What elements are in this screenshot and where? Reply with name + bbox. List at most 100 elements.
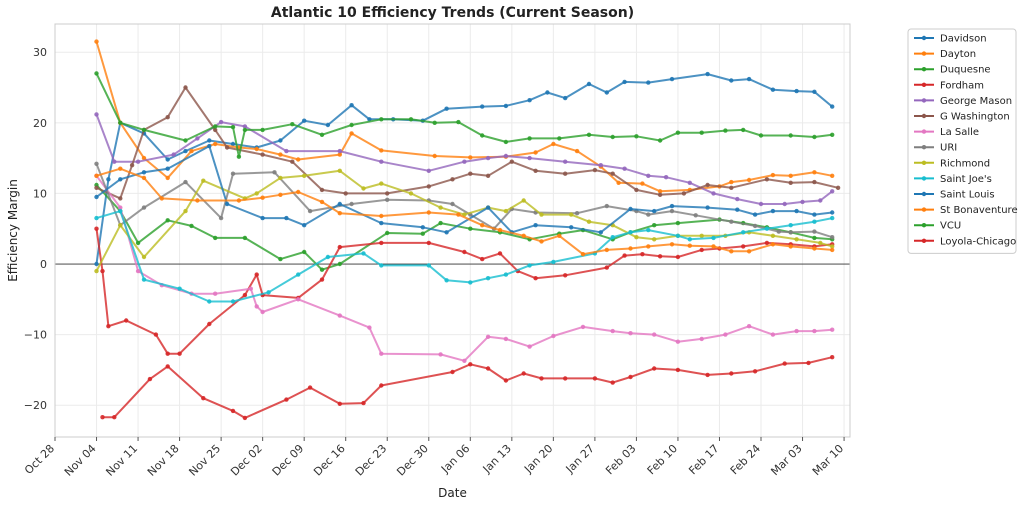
data-point: [242, 127, 248, 133]
data-point: [681, 191, 687, 196]
series-line: [96, 210, 833, 303]
data-point: [794, 208, 799, 214]
legend-item: Davidson: [914, 34, 987, 45]
legend-label: George Mason: [940, 96, 1012, 107]
legend-item: Saint Joe's: [914, 174, 992, 185]
series-layer: [94, 39, 841, 421]
data-point: [551, 259, 556, 265]
data-point: [438, 352, 443, 357]
data-point: [379, 117, 384, 122]
data-point: [646, 244, 651, 249]
data-point: [456, 119, 461, 125]
data-point: [503, 272, 509, 277]
data-point: [272, 170, 277, 175]
data-point: [165, 364, 170, 369]
data-point: [118, 208, 123, 214]
data-point: [569, 212, 574, 217]
data-point: [533, 168, 538, 173]
data-point: [622, 79, 627, 85]
data-point: [141, 254, 147, 260]
data-point: [124, 318, 129, 323]
legend-marker: [921, 176, 927, 181]
data-point: [527, 263, 532, 268]
data-point: [337, 168, 342, 173]
data-point: [646, 212, 651, 217]
data-point: [195, 198, 200, 203]
series-line: [95, 73, 833, 265]
data-point: [830, 215, 835, 221]
data-point: [770, 332, 776, 337]
series-line: [95, 228, 833, 355]
data-point: [337, 211, 342, 216]
legend-marker: [921, 160, 927, 165]
data-point: [213, 141, 218, 147]
data-point: [830, 132, 835, 137]
data-point: [438, 205, 443, 210]
data-point: [450, 201, 455, 207]
data-point: [248, 286, 253, 291]
data-point: [503, 378, 509, 383]
data-point: [521, 198, 526, 203]
data-point: [100, 268, 105, 274]
data-point: [812, 229, 817, 234]
data-point: [800, 199, 805, 205]
data-point: [485, 205, 491, 210]
data-point: [699, 130, 704, 135]
legend-marker: [921, 129, 927, 134]
data-point: [539, 212, 544, 217]
data-point: [818, 198, 823, 203]
data-point: [230, 124, 236, 130]
data-point: [94, 185, 99, 190]
data-point: [563, 273, 568, 278]
data-point: [426, 263, 431, 268]
data-point: [284, 148, 289, 154]
data-point: [557, 136, 562, 141]
y-tick-label: 10: [33, 187, 47, 200]
data-point: [705, 372, 710, 378]
data-point: [539, 239, 544, 244]
data-point: [147, 376, 153, 382]
data-point: [224, 201, 230, 207]
legend-label: Dayton: [940, 49, 976, 60]
data-point: [302, 249, 307, 255]
data-point: [141, 277, 147, 282]
data-point: [112, 159, 117, 164]
data-point: [580, 324, 586, 330]
data-point: [830, 327, 835, 332]
legend-label: Saint Louis: [940, 190, 995, 201]
data-point: [830, 235, 835, 240]
data-point: [337, 244, 342, 250]
data-point: [278, 192, 283, 197]
data-point: [159, 196, 164, 201]
data-point: [687, 180, 692, 185]
data-point: [260, 127, 265, 133]
data-point: [830, 104, 835, 109]
data-point: [296, 297, 301, 302]
data-point: [480, 256, 485, 262]
data-point: [337, 313, 342, 318]
data-point: [634, 235, 639, 240]
data-point: [462, 159, 467, 164]
data-point: [426, 168, 431, 173]
data-point: [729, 185, 734, 190]
data-point: [563, 95, 568, 101]
legend-item: La Salle: [914, 127, 979, 138]
y-tick-label: −10: [24, 329, 47, 342]
data-point: [652, 366, 657, 371]
data-point: [319, 277, 325, 282]
data-point: [687, 237, 692, 242]
data-point: [284, 215, 289, 221]
data-point: [675, 367, 681, 373]
data-point: [408, 191, 414, 196]
data-point: [242, 415, 248, 421]
data-point: [764, 226, 770, 231]
legend-marker: [921, 113, 927, 119]
data-point: [610, 235, 615, 240]
legend-frame: [907, 28, 1017, 254]
data-point: [699, 336, 704, 342]
data-point: [729, 249, 734, 254]
data-point: [118, 196, 123, 201]
data-point: [189, 223, 194, 229]
data-point: [260, 215, 265, 221]
